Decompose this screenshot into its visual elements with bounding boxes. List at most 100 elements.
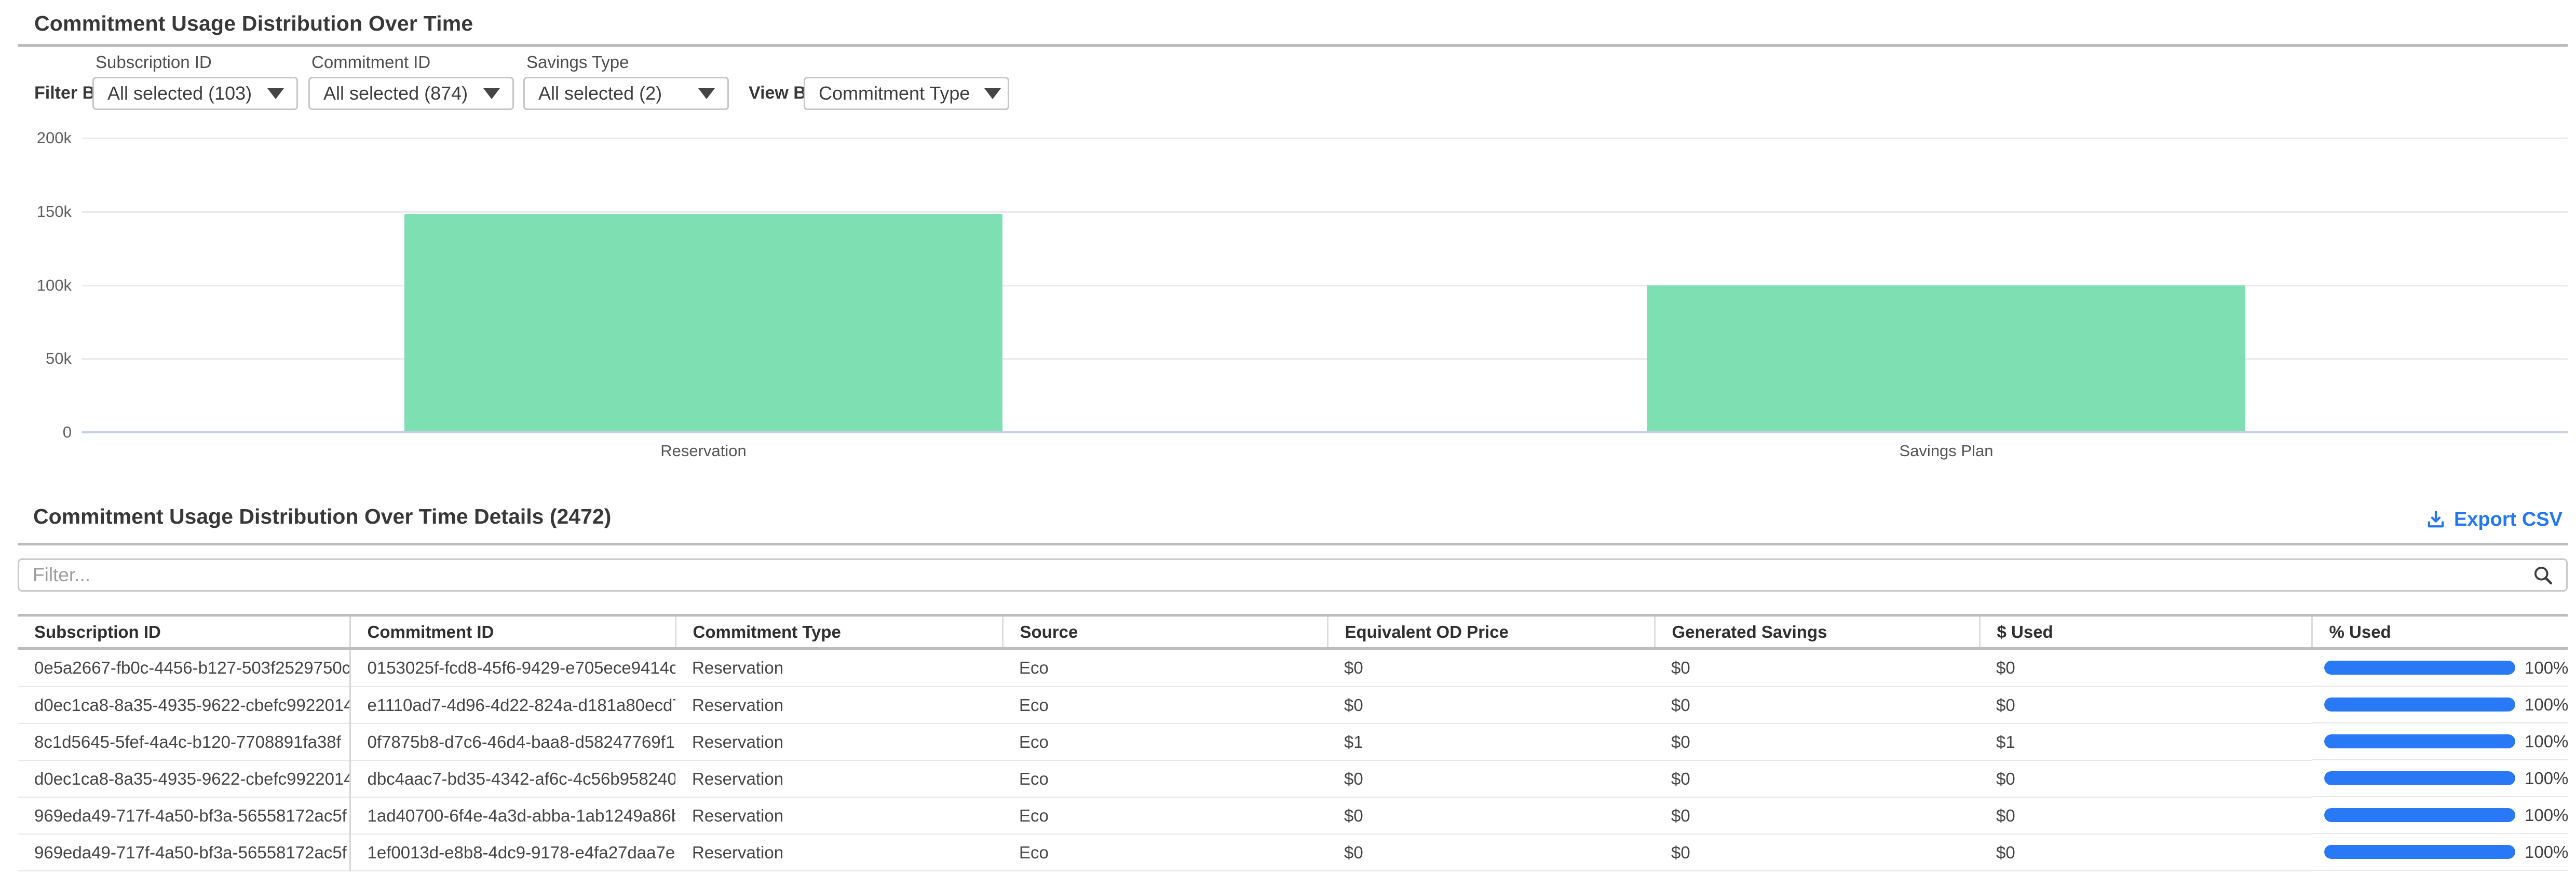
table-cell-equivalent-od-price: $0 (1327, 648, 1655, 687)
usage-percent-label: 100% (2525, 842, 2568, 862)
usage-progress-bar (2324, 734, 2515, 748)
table-cell-used: $1 (1980, 723, 2312, 761)
table-cell-commitment-type: Reservation (675, 834, 1002, 871)
table-cell-source: Eco (1002, 687, 1327, 724)
chevron-down-icon (698, 88, 715, 99)
table-cell-used: $0 (1980, 760, 2312, 798)
table-filter (18, 558, 2568, 592)
chart-gridline (82, 138, 2568, 139)
x-axis-baseline (82, 431, 2568, 433)
chart-gridline (82, 358, 2568, 360)
table-cell-pct-used: 100% (2312, 687, 2568, 723)
usage-progress-fill (2324, 845, 2515, 859)
table-cell-used: $0 (1980, 797, 2312, 835)
subscription-id-filter: Subscription ID All selected (103) (92, 52, 298, 110)
x-axis-label: Reservation (660, 442, 747, 460)
table-cell-equivalent-od-price: $0 (1327, 687, 1655, 724)
chart-grid: 200k 150k 100k 50k 0 (0, 129, 2576, 481)
table-cell-equivalent-od-price: $0 (1327, 834, 1655, 871)
table-cell-equivalent-od-price: $0 (1327, 760, 1655, 798)
subscription-id-filter-label: Subscription ID (96, 52, 212, 72)
column-header-used[interactable]: $ Used (1978, 614, 2312, 650)
y-axis-tick-label: 50k (46, 349, 72, 368)
table-row: d0ec1ca8-8a35-4935-9622-cbefc9922014 e111… (18, 687, 2568, 724)
table-cell-pct-used: 100% (2312, 834, 2568, 871)
table-cell-subscription-id: 0e5a2667-fb0c-4456-b127-503f2529750c (18, 648, 351, 687)
chevron-down-icon (483, 88, 500, 99)
download-icon (2428, 510, 2444, 527)
y-axis-tick-label: 100k (36, 276, 72, 294)
table-row: 0e5a2667-fb0c-4456-b127-503f2529750c 0153… (18, 648, 2568, 687)
table-cell-generated-savings: $0 (1655, 797, 1980, 835)
usage-progress-fill (2324, 698, 2515, 712)
chevron-down-icon (984, 88, 1001, 99)
savings-type-filter: Savings Type All selected (2) (523, 52, 729, 110)
view-by-dropdown[interactable]: Commitment Type (804, 77, 1009, 110)
view-by-filter: Commitment Type (804, 77, 1009, 110)
table-cell-used: $0 (1980, 834, 2312, 871)
column-header-source[interactable]: Source (1001, 614, 1327, 650)
table-cell-equivalent-od-price: $1 (1327, 723, 1655, 761)
y-axis-tick-label: 0 (62, 423, 72, 441)
bar-chart: 200k 150k 100k 50k 0 Reservation Savings Plan (0, 129, 2576, 481)
table-cell-commitment-id: 0153025f-fcd8-45f6-9429-e705ece9414c (350, 648, 675, 687)
column-header-commitment-id[interactable]: Commitment ID (349, 614, 675, 650)
column-header-generated-savings[interactable]: Generated Savings (1653, 614, 1980, 650)
details-title: Commitment Usage Distribution Over Time … (33, 504, 612, 528)
chart-bar-savings-plan[interactable] (1647, 285, 2245, 432)
table-row: 8c1d5645-5fef-4a4c-b120-7708891fa38f 0f78… (18, 723, 2568, 761)
usage-progress-fill (2324, 661, 2515, 675)
table-cell-used: $0 (1980, 648, 2312, 687)
y-axis-tick-label: 200k (36, 129, 72, 147)
export-csv-button[interactable]: Export CSV (2425, 509, 2563, 531)
chart-bar-reservation[interactable] (404, 214, 1002, 432)
savings-type-dropdown-value: All selected (2) (538, 83, 662, 104)
table-cell-pct-used: 100% (2312, 723, 2568, 760)
savings-type-dropdown[interactable]: All selected (2) (523, 77, 729, 110)
table-cell-subscription-id: d0ec1ca8-8a35-4935-9622-cbefc9922014 (18, 760, 351, 798)
table-row: 969eda49-717f-4a50-bf3a-56558172ac5f 1ad4… (18, 797, 2568, 835)
usage-percent-label: 100% (2525, 731, 2568, 751)
subscription-id-dropdown[interactable]: All selected (103) (92, 77, 298, 110)
table-cell-used: $0 (1980, 687, 2312, 724)
table-cell-equivalent-od-price: $0 (1327, 797, 1655, 835)
chevron-down-icon (267, 88, 284, 99)
commitment-id-filter: Commitment ID All selected (874) (308, 52, 514, 110)
table-header-row: Subscription ID Commitment ID Commitment T… (18, 614, 2568, 650)
y-axis-tick-label: 150k (36, 202, 72, 221)
usage-percent-label: 100% (2525, 658, 2568, 677)
table-cell-generated-savings: $0 (1655, 760, 1980, 798)
table-row: d0ec1ca8-8a35-4935-9622-cbefc9922014 dbc4… (18, 760, 2568, 798)
table-cell-commitment-id: 0f7875b8-d7c6-46d4-baa8-d58247769f1f (350, 723, 675, 761)
usage-progress-bar (2324, 845, 2515, 859)
usage-progress-bar (2324, 808, 2515, 822)
table-row: 969eda49-717f-4a50-bf3a-56558172ac5f 1ef0… (18, 834, 2568, 871)
table-cell-source: Eco (1002, 648, 1327, 687)
commitment-id-dropdown-value: All selected (874) (323, 83, 468, 104)
usage-progress-fill (2324, 771, 2515, 785)
commitment-id-dropdown[interactable]: All selected (874) (308, 77, 514, 110)
table-cell-commitment-type: Reservation (675, 723, 1002, 761)
view-by-dropdown-value: Commitment Type (819, 83, 970, 104)
table-cell-commitment-type: Reservation (675, 687, 1002, 724)
table-cell-commitment-id: dbc4aac7-bd35-4342-af6c-4c56b9582400 (350, 760, 675, 798)
usage-progress-fill (2324, 808, 2515, 822)
column-header-subscription-id[interactable]: Subscription ID (18, 614, 351, 650)
column-header-commitment-type[interactable]: Commitment Type (674, 614, 1002, 650)
table-cell-commitment-type: Reservation (675, 648, 1002, 687)
table-cell-pct-used: 100% (2312, 797, 2568, 834)
usage-progress-bar (2324, 661, 2515, 675)
column-header-used[interactable]: % Used (2311, 614, 2568, 650)
usage-progress-bar (2324, 698, 2515, 712)
usage-percent-label: 100% (2525, 694, 2568, 714)
chart-x-labels: Reservation Savings Plan (0, 138, 2576, 481)
table-cell-commitment-type: Reservation (675, 797, 1002, 835)
chart-gridline (82, 211, 2568, 213)
filter-input[interactable] (18, 558, 2568, 592)
page-title: Commitment Usage Distribution Over Time (34, 11, 473, 35)
column-header-equivalent-od-price[interactable]: Equivalent OD Price (1326, 614, 1655, 650)
table-cell-generated-savings: $0 (1655, 723, 1980, 761)
usage-progress-fill (2324, 734, 2515, 748)
details-divider (18, 543, 2568, 545)
